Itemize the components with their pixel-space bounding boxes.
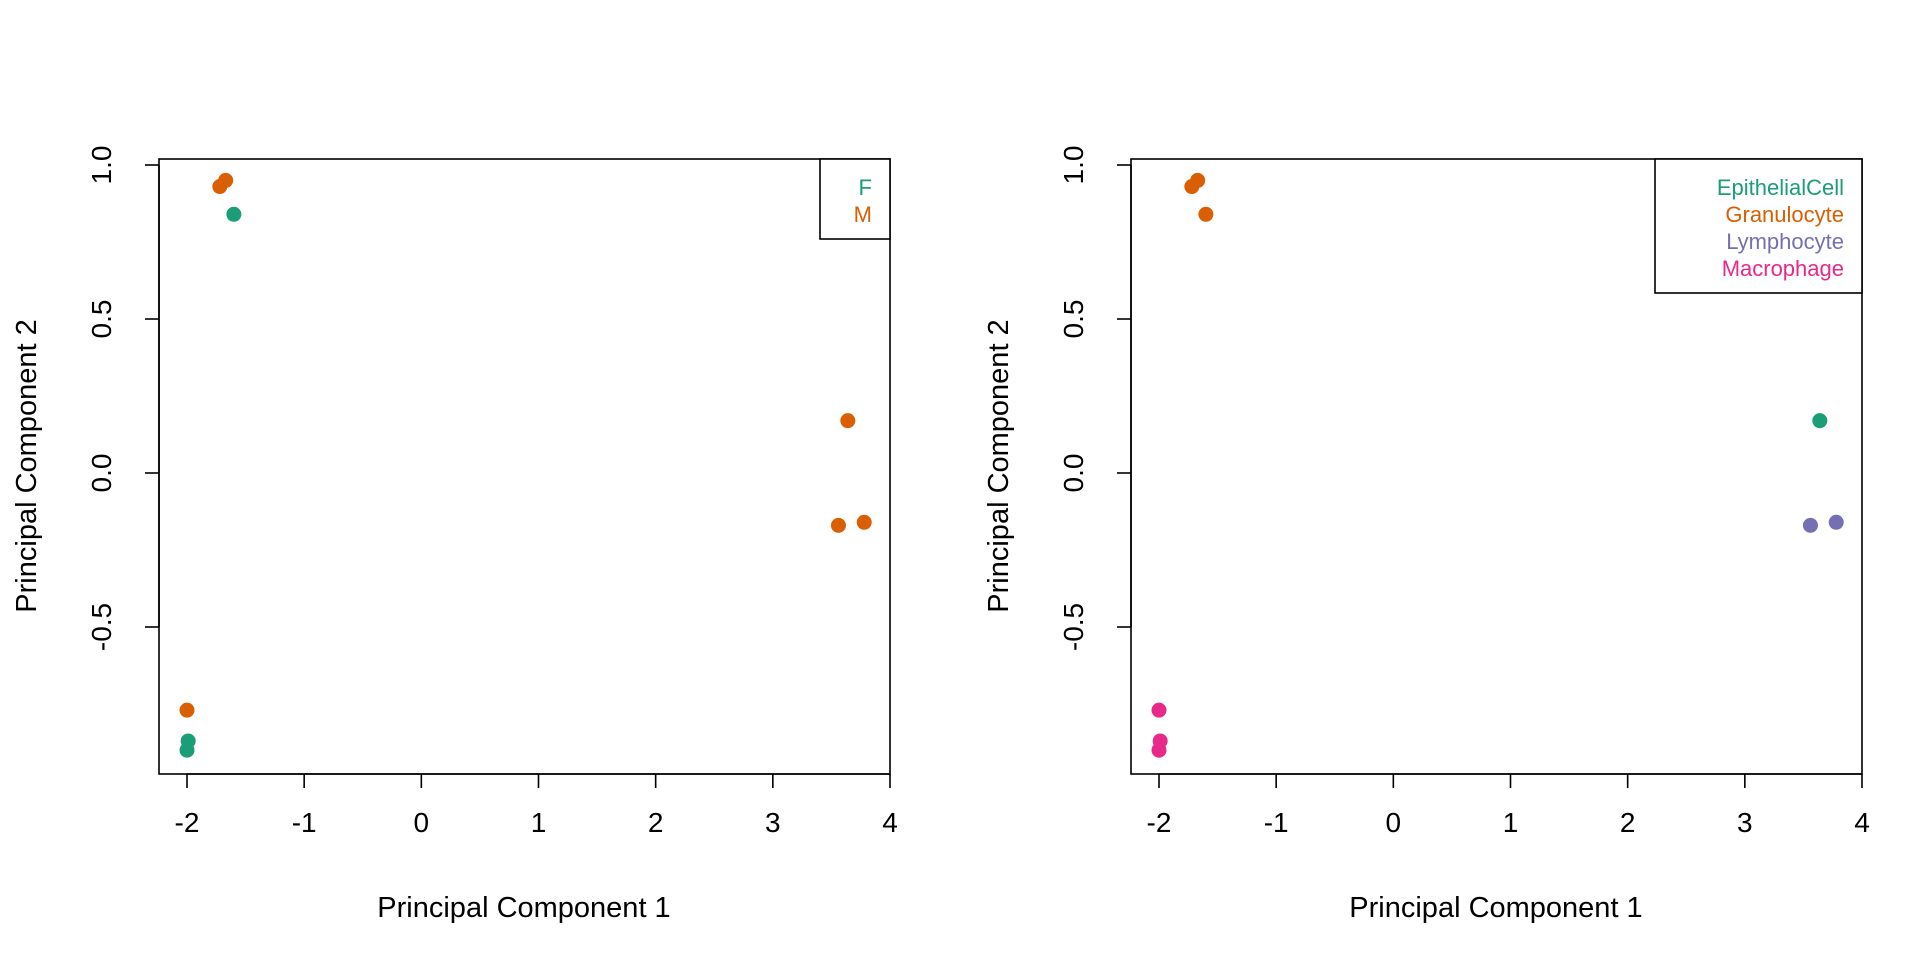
legend-entry: EpithelialCell xyxy=(1717,175,1844,200)
plot-frame xyxy=(158,158,891,775)
x-axis-title: Principal Component 1 xyxy=(377,892,670,924)
x-tick-label: 0 xyxy=(1386,807,1402,838)
y-tick-label: -0.5 xyxy=(1058,603,1089,651)
data-point xyxy=(1802,517,1818,533)
x-tick-label: -2 xyxy=(175,807,200,838)
legend-entry: F xyxy=(859,175,872,200)
legend-box xyxy=(819,158,891,240)
data-point xyxy=(830,517,846,533)
data-point xyxy=(179,702,195,718)
y-tick-label: 0.0 xyxy=(86,454,117,493)
data-point xyxy=(1190,172,1206,188)
y-tick-label: 1.0 xyxy=(86,146,117,185)
data-point xyxy=(226,206,242,222)
legend-box xyxy=(1654,158,1863,294)
y-tick-label: -0.5 xyxy=(86,603,117,651)
x-tick-label: 1 xyxy=(531,807,547,838)
data-point xyxy=(1198,206,1214,222)
x-tick-label: 4 xyxy=(882,807,898,838)
legend-entry: Lymphocyte xyxy=(1726,229,1844,254)
data-point xyxy=(856,514,872,530)
data-point xyxy=(218,172,234,188)
y-axis-title: Principal Component 2 xyxy=(11,319,43,612)
left-scatter-panel: -2 -1 0 1 2 3 4 -0.5 0.0 0.5 1.0 Principal Componen… xyxy=(11,146,898,924)
x-tick-label: -2 xyxy=(1147,807,1172,838)
x-tick-label: 2 xyxy=(648,807,664,838)
x-tick-label: 0 xyxy=(414,807,430,838)
x-tick-label: 4 xyxy=(1854,807,1870,838)
x-axis-title: Principal Component 1 xyxy=(1349,892,1642,924)
legend-entry: M xyxy=(854,202,872,227)
legend-entry: Granulocyte xyxy=(1725,202,1844,227)
y-tick-label: 0.0 xyxy=(1058,454,1089,493)
data-point xyxy=(1828,514,1844,530)
x-tick-label: 3 xyxy=(1737,807,1753,838)
x-tick-label: 2 xyxy=(1620,807,1636,838)
right-scatter-panel: -2 -1 0 1 2 3 4 -0.5 0.0 0.5 1.0 Principal Componen… xyxy=(983,146,1870,924)
data-point xyxy=(179,742,195,758)
y-tick-label: 0.5 xyxy=(86,300,117,339)
data-point xyxy=(1151,742,1167,758)
data-point xyxy=(1812,413,1828,429)
y-axis-title: Principal Component 2 xyxy=(983,319,1015,612)
y-tick-label: 1.0 xyxy=(1058,146,1089,185)
x-tick-label: 3 xyxy=(765,807,781,838)
data-point xyxy=(1151,702,1167,718)
x-tick-label: -1 xyxy=(1264,807,1289,838)
x-tick-label: -1 xyxy=(292,807,317,838)
data-point xyxy=(840,413,856,429)
legend-entry: Macrophage xyxy=(1722,256,1844,281)
y-tick-label: 0.5 xyxy=(1058,300,1089,339)
x-tick-label: 1 xyxy=(1503,807,1519,838)
